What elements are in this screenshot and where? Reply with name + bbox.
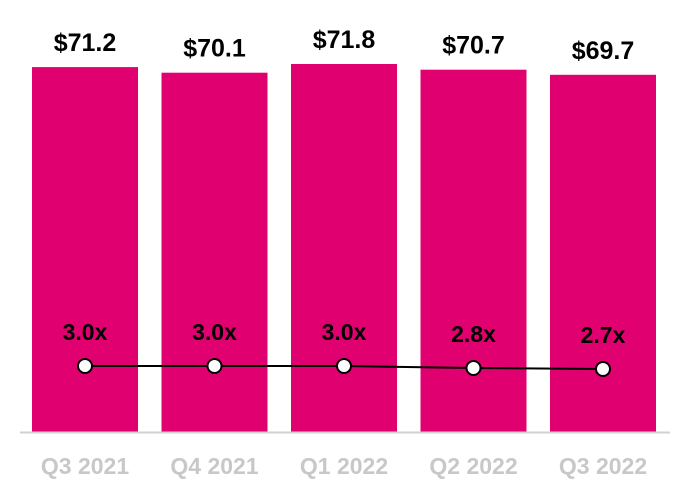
bar-q4-2021 [161,72,268,432]
ratio-point [595,361,611,377]
x-tick-label: Q3 2021 [41,453,129,479]
bar-q3-2022 [550,74,656,433]
x-tick-label: Q4 2021 [170,453,258,479]
ratio-line-layer [77,358,611,377]
bar-value-label: $70.1 [183,35,246,63]
x-tick-label: Q3 2022 [559,453,647,479]
ratio-value-label: 3.0x [322,319,367,345]
ratio-value-label: 2.8x [451,321,496,347]
x-tick-label: Q2 2022 [429,453,517,479]
ratio-value-label: 3.0x [63,319,108,345]
axis-layer: Q3 2021 Q4 2021 Q1 2022 Q2 2022 Q3 2022 [20,431,670,479]
bar-value-label: $70.7 [442,32,505,60]
bar-q2-2022 [420,69,527,432]
ratio-point [465,360,482,376]
labels-layer: $71.2 $70.1 $71.8 $70.7 $69.7 3.0x 3.0x 3.0x 2.8… [54,26,635,348]
ratio-value-label: 3.0x [192,319,237,345]
bar-value-label: $71.2 [54,29,117,57]
bar-value-label: $69.7 [572,37,635,65]
ratio-point [336,358,352,374]
bar-q1-2022 [291,64,397,432]
bars-layer [32,64,656,433]
ratio-value-label: 2.7x [581,322,626,348]
x-tick-label: Q1 2022 [300,453,388,479]
bar-value-label: $71.8 [313,26,376,54]
ratio-point [206,358,223,374]
ratio-point [77,358,93,374]
bar-q3-2021 [32,67,138,432]
